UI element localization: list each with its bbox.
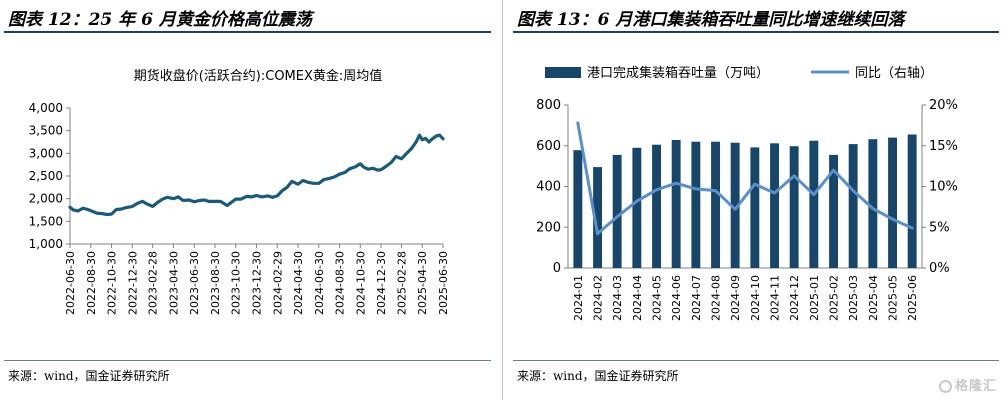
watermark-logo-icon <box>938 380 952 393</box>
x-tick-label: 2024-04-30 <box>292 251 305 315</box>
y-tick-label: 4,000 <box>29 101 63 115</box>
chart-title: 图表 12：25 年 6 月黄金价格高位震荡 <box>8 10 312 30</box>
x-tick-label: 2025-06 <box>906 275 919 321</box>
x-tick-label: 2025-03 <box>847 275 860 321</box>
x-tick-label: 2024-12 <box>788 275 801 321</box>
x-tick-label: 2025-02 <box>828 275 841 321</box>
y-left-tick-label: 400 <box>536 180 561 195</box>
x-tick-label: 2025-05 <box>887 275 900 321</box>
bar <box>809 140 819 268</box>
chart-subtitle: 期货收盘价(活跃合约):COMEX黄金:周均值 <box>134 68 383 84</box>
source-note: 来源：wind，国金证券研究所 <box>8 369 170 383</box>
bar <box>789 146 799 268</box>
x-tick-label: 2024-02-29 <box>271 251 284 315</box>
x-tick-label: 2024-01 <box>572 275 585 321</box>
x-tick-label: 2024-05 <box>651 275 664 321</box>
bar <box>593 167 602 268</box>
bar <box>573 150 583 268</box>
y-tick-label: 2,500 <box>29 169 63 183</box>
x-tick-label: 2024-03 <box>611 275 624 321</box>
y-tick-label: 3,000 <box>29 146 63 160</box>
watermark: 格隆汇 <box>938 375 997 394</box>
y-tick-label: 2,000 <box>29 192 63 206</box>
x-tick-label: 2023-06-30 <box>188 251 201 315</box>
x-tick-label: 2024-07 <box>690 275 703 321</box>
bar <box>671 140 681 268</box>
bar <box>711 141 720 268</box>
x-tick-label: 2024-02 <box>592 275 605 321</box>
title-rule <box>513 31 999 33</box>
x-tick-label: 2024-10 <box>749 275 762 321</box>
title-rule <box>4 31 491 33</box>
y-tick-label: 1,000 <box>29 237 63 251</box>
x-tick-label: 2025-06-30 <box>437 251 450 315</box>
bar <box>770 143 779 268</box>
x-tick-label: 2024-08-30 <box>334 251 347 315</box>
x-tick-label: 2024-09 <box>729 275 742 321</box>
y-left-tick-label: 800 <box>536 98 561 113</box>
x-tick-label: 2023-04-30 <box>167 251 180 315</box>
x-tick-label: 2025-04 <box>867 275 880 321</box>
x-tick-label: 2024-06-30 <box>313 251 326 315</box>
bar <box>632 147 642 268</box>
x-tick-label: 2024-06 <box>670 275 683 321</box>
legend-label-yoy: 同比（右轴） <box>855 66 933 81</box>
y-right-tick-label: 0% <box>929 261 950 276</box>
bar <box>888 137 897 268</box>
chart-panel-container: 图表 13：6 月港口集装箱吞吐量同比增速继续回落 港口完成集装箱吞吐量（万吨）… <box>509 0 1005 400</box>
panel-divider <box>502 0 503 400</box>
watermark-text: 格隆汇 <box>954 379 997 394</box>
bar <box>868 139 878 268</box>
bar <box>750 147 760 268</box>
y-left-tick-label: 0 <box>553 261 561 276</box>
y-right-tick-label: 15% <box>929 139 958 154</box>
x-tick-label: 2024-08 <box>710 275 723 321</box>
footer-rule <box>4 360 491 361</box>
y-tick-label: 3,500 <box>29 124 63 138</box>
x-tick-label: 2022-06-30 <box>64 251 77 315</box>
bar <box>652 144 661 268</box>
x-tick-label: 2024-10-30 <box>354 251 367 315</box>
x-tick-label: 2022-08-30 <box>85 251 98 315</box>
y-right-tick-label: 20% <box>929 98 958 113</box>
bar <box>907 134 917 268</box>
x-tick-label: 2023-10-30 <box>230 251 243 315</box>
gold-price-line <box>68 133 445 217</box>
source-note: 来源：wind，国金证券研究所 <box>517 369 679 383</box>
x-tick-label: 2022-12-30 <box>126 251 139 315</box>
yoy-line <box>576 121 914 236</box>
y-left-tick-label: 600 <box>536 139 561 154</box>
chart-panel-gold: 图表 12：25 年 6 月黄金价格高位震荡 期货收盘价(活跃合约):COMEX… <box>0 0 497 400</box>
x-tick-label: 2024-04 <box>631 275 644 321</box>
x-tick-label: 2025-02-28 <box>395 251 408 315</box>
y-right-tick-label: 5% <box>929 220 950 235</box>
container-throughput-chart: 港口完成集装箱吞吐量（万吨） 同比（右轴） 0 200 400 600 800 0% 5% 10%… <box>536 65 958 321</box>
x-tick-label: 2023-12-30 <box>251 251 264 315</box>
bar <box>730 142 740 268</box>
x-tick-label: 2025-01 <box>808 275 821 321</box>
bar <box>848 144 858 268</box>
y-tick-label: 1,500 <box>29 214 63 228</box>
legend-label-throughput: 港口完成集装箱吞吐量（万吨） <box>587 65 769 81</box>
bar <box>612 154 622 268</box>
bar <box>829 154 838 268</box>
footer-rule <box>513 360 999 361</box>
x-tick-label: 2022-10-30 <box>106 251 119 315</box>
chart-title: 图表 13：6 月港口集装箱吞吐量同比增速继续回落 <box>517 10 905 30</box>
bar <box>691 141 701 268</box>
x-tick-label: 2025-04-30 <box>416 251 429 315</box>
legend-swatch-bar <box>545 67 581 78</box>
x-tick-label: 2023-02-28 <box>147 251 160 315</box>
x-tick-label: 2024-11 <box>769 275 782 321</box>
y-right-tick-label: 10% <box>929 180 958 195</box>
gold-price-chart: 期货收盘价(活跃合约):COMEX黄金:周均值 1,000 1,500 2,000 2… <box>29 68 450 315</box>
x-tick-label: 2023-08-30 <box>209 251 222 315</box>
x-tick-label: 2024-12-30 <box>375 251 388 315</box>
y-left-tick-label: 200 <box>536 220 561 235</box>
